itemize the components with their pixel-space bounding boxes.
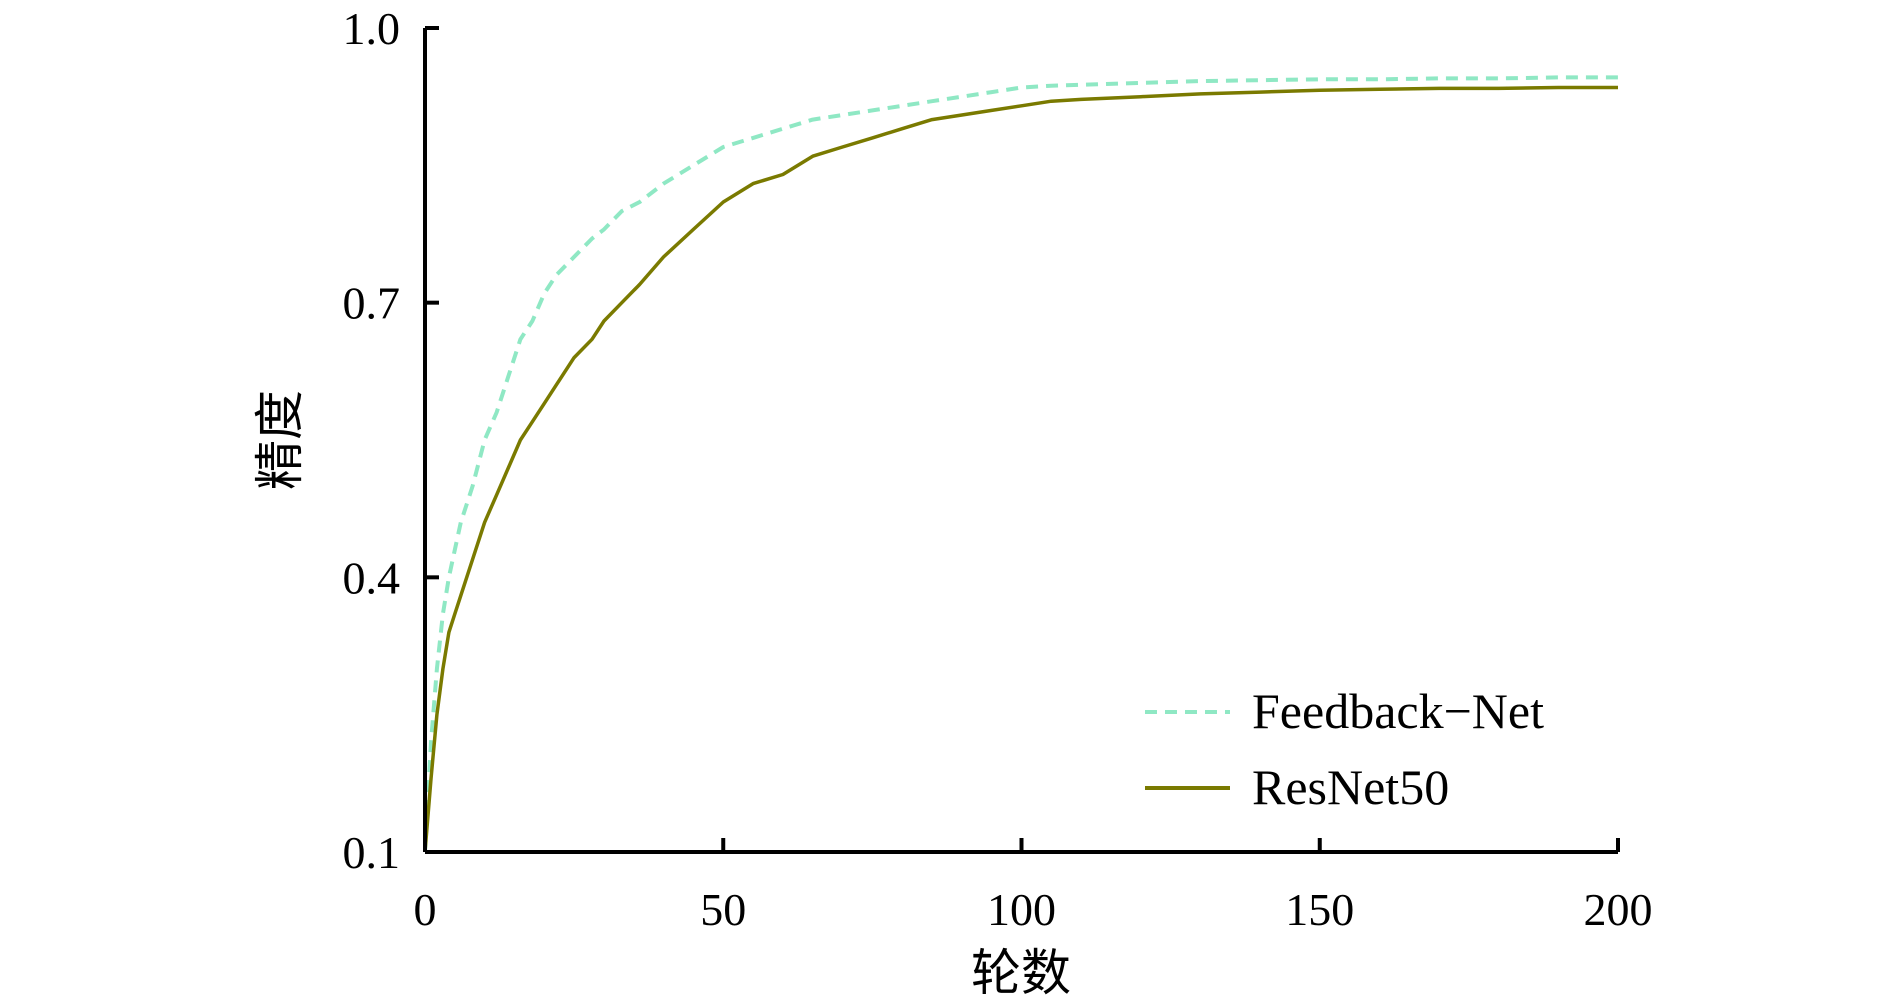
x-tick-label: 50 (700, 884, 746, 935)
y-tick-label: 0.7 (343, 278, 401, 329)
x-tick-label: 150 (1285, 884, 1354, 935)
y-tick-label: 0.4 (343, 552, 401, 603)
x-tick-label: 100 (987, 884, 1056, 935)
y-axis-title: 精度 (251, 390, 309, 490)
series-line-resnet50 (423, 85, 1618, 853)
y-tick-label: 0.1 (343, 827, 401, 878)
legend-label-resnet50: ResNet50 (1252, 759, 1449, 815)
x-tick-label: 0 (414, 884, 437, 935)
plot-area (423, 75, 1618, 853)
x-tick-label: 200 (1584, 884, 1653, 935)
y-ticks: 0.1 0.4 0.7 1.0 (343, 3, 439, 878)
x-ticks: 0 50 100 150 200 (414, 838, 1653, 935)
x-axis-title: 轮数 (971, 944, 1071, 1002)
y-tick-label: 1.0 (343, 3, 401, 54)
legend-label-feedback-net: Feedback−Net (1252, 683, 1544, 739)
series-line-feedback-net (423, 75, 1618, 853)
legend: Feedback−Net ResNet50 (1145, 683, 1544, 815)
